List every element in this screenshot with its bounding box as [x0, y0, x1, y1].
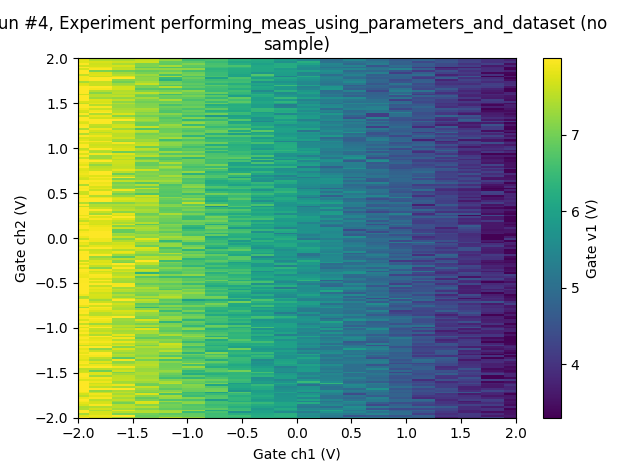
- Title: Run #4, Experiment performing_meas_using_parameters_and_dataset (no
sample): Run #4, Experiment performing_meas_using…: [0, 15, 607, 54]
- Y-axis label: Gate v1 (V): Gate v1 (V): [585, 198, 599, 278]
- Y-axis label: Gate ch2 (V): Gate ch2 (V): [15, 194, 29, 282]
- X-axis label: Gate ch1 (V): Gate ch1 (V): [253, 447, 340, 461]
